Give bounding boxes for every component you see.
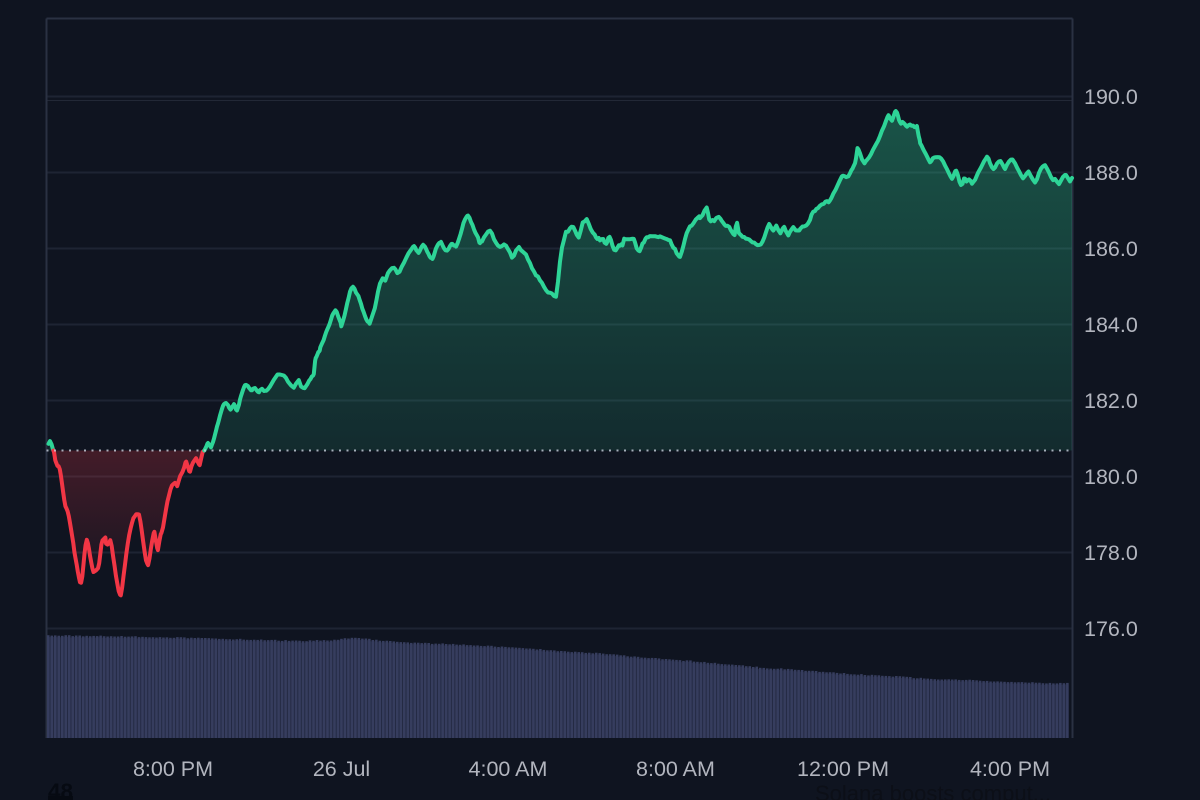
svg-text:4:00 AM: 4:00 AM [469,757,548,781]
svg-text:180.0: 180.0 [1084,465,1138,489]
svg-text:Solana boosts comput...: Solana boosts comput... [815,781,1051,800]
svg-text:188.0: 188.0 [1084,161,1138,185]
svg-text:186.0: 186.0 [1084,237,1138,261]
svg-text:8:00 AM: 8:00 AM [636,757,715,781]
svg-text:8:00 PM: 8:00 PM [133,757,213,781]
svg-text:184.0: 184.0 [1084,313,1138,337]
svg-text:182.0: 182.0 [1084,389,1138,413]
svg-text:176.0: 176.0 [1084,617,1138,641]
svg-text:178.0: 178.0 [1084,541,1138,565]
svg-text:12:00 PM: 12:00 PM [797,757,889,781]
svg-text:4:00 PM: 4:00 PM [970,757,1050,781]
svg-text:190.0: 190.0 [1084,85,1138,109]
svg-text:48: 48 [48,779,73,800]
svg-text:26 Jul: 26 Jul [313,757,370,781]
